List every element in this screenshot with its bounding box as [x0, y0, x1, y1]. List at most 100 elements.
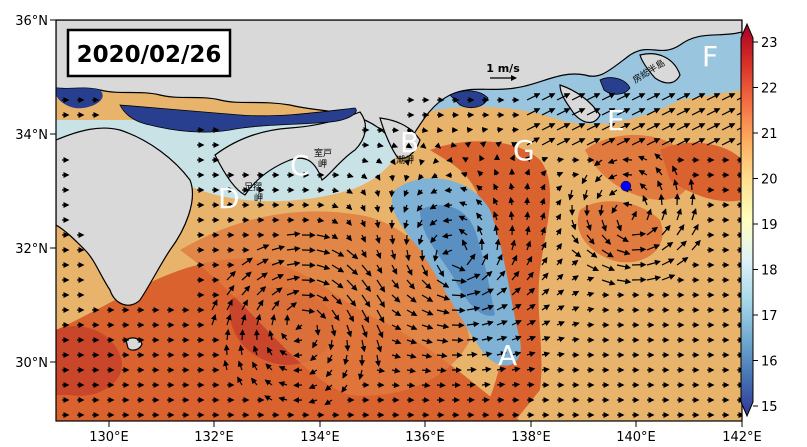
velocity-arrow	[376, 309, 385, 324]
velocity-arrow	[571, 138, 586, 146]
velocity-arrow	[555, 213, 562, 221]
velocity-arrow	[374, 354, 381, 367]
velocity-arrow	[571, 249, 582, 258]
velocity-arrow	[481, 351, 493, 358]
velocity-arrow	[601, 279, 616, 286]
velocity-arrow	[255, 313, 262, 326]
velocity-arrow	[571, 123, 586, 131]
velocity-arrow	[676, 257, 689, 266]
velocity-arrow	[343, 354, 349, 366]
velocity-arrow	[508, 182, 515, 191]
velocity-arrow	[316, 309, 327, 319]
velocity-arrow	[510, 239, 517, 251]
velocity-arrow	[419, 159, 425, 166]
velocity-arrow	[404, 159, 410, 166]
velocity-arrow	[324, 384, 333, 392]
velocity-arrow	[608, 173, 618, 180]
velocity-arrow	[406, 294, 417, 303]
velocity-arrow	[608, 189, 618, 196]
velocity-arrow	[375, 157, 383, 164]
velocity-arrow	[295, 323, 303, 331]
velocity-arrow	[496, 335, 508, 342]
velocity-arrow	[526, 137, 540, 146]
velocity-arrow	[286, 275, 301, 282]
velocity-arrow	[346, 264, 359, 276]
velocity-arrow	[406, 338, 418, 345]
velocity-arrow	[646, 93, 661, 101]
velocity-arrow	[631, 246, 647, 253]
velocity-arrow	[582, 189, 589, 201]
velocity-arrow	[374, 174, 381, 181]
place-muroto: 室戸岬	[314, 147, 332, 170]
velocity-arrow	[541, 256, 548, 266]
velocity-arrow	[331, 233, 339, 240]
velocity-arrow	[309, 354, 318, 361]
velocity-arrow	[331, 187, 340, 194]
velocity-arrow	[646, 123, 661, 131]
velocity-arrow	[442, 217, 453, 224]
velocity-arrow	[556, 123, 571, 131]
velocity-arrow	[436, 308, 450, 315]
lat-tick-34: 34°N	[15, 128, 48, 143]
velocity-arrow	[539, 212, 546, 221]
velocity-arrow	[240, 313, 247, 326]
velocity-arrow	[360, 189, 366, 196]
velocity-arrow	[481, 288, 494, 296]
velocity-arrow	[459, 186, 468, 193]
velocity-arrow	[389, 158, 396, 166]
velocity-arrow	[593, 159, 603, 166]
region-letter-g: G	[513, 134, 535, 167]
velocity-arrow	[391, 353, 402, 359]
velocity-arrow	[646, 208, 652, 221]
velocity-arrow	[406, 279, 415, 290]
velocity-arrow	[541, 156, 549, 163]
velocity-arrow	[571, 93, 586, 101]
colorbar-tick-label: 22	[761, 82, 778, 97]
velocity-arrow	[256, 258, 269, 266]
warm-midwater	[180, 211, 470, 396]
region-letter-a: A	[498, 339, 517, 372]
velocity-arrow	[406, 367, 416, 374]
velocity-arrow	[556, 273, 564, 281]
velocity-arrow	[541, 93, 556, 101]
colorbar-tick-label: 16	[761, 355, 778, 370]
velocity-arrow	[601, 234, 612, 245]
velocity-arrow	[391, 142, 399, 148]
velocity-arrow	[238, 344, 245, 356]
velocity-arrow	[286, 289, 300, 296]
lat-tick-30: 30°N	[15, 356, 48, 371]
velocity-arrow	[508, 196, 515, 206]
velocity-arrow	[376, 324, 384, 339]
velocity-arrow	[661, 138, 676, 146]
velocity-arrow	[431, 172, 438, 179]
velocity-arrow	[360, 234, 366, 243]
velocity-arrow	[346, 324, 353, 338]
velocity-arrow	[389, 234, 396, 245]
velocity-arrow	[586, 291, 595, 298]
velocity-arrow	[391, 382, 400, 389]
place-shiono: 潮岬	[396, 154, 414, 166]
velocity-arrow	[345, 219, 352, 226]
velocity-arrow	[442, 249, 453, 255]
velocity-arrow	[390, 249, 397, 261]
velocity-arrow	[264, 379, 273, 386]
velocity-arrow	[616, 93, 631, 101]
velocity-arrow	[672, 165, 678, 176]
velocity-arrow	[241, 285, 251, 296]
velocity-arrow	[510, 142, 518, 148]
velocity-arrow	[601, 249, 614, 258]
velocity-arrow	[278, 366, 288, 372]
velocity-arrow	[316, 294, 330, 302]
velocity-arrow	[330, 324, 337, 337]
velocity-arrow	[376, 367, 386, 374]
velocity-arrow	[481, 320, 494, 327]
velocity-arrow	[361, 264, 372, 277]
velocity-arrow	[646, 138, 661, 146]
velocity-arrow	[403, 234, 410, 246]
velocity-arrow	[672, 179, 679, 191]
velocity-arrow	[586, 306, 595, 313]
velocity-arrow	[509, 154, 515, 162]
velocity-arrow	[736, 126, 742, 131]
tokyo-bay-water	[599, 77, 631, 95]
velocity-arrow	[496, 351, 507, 357]
